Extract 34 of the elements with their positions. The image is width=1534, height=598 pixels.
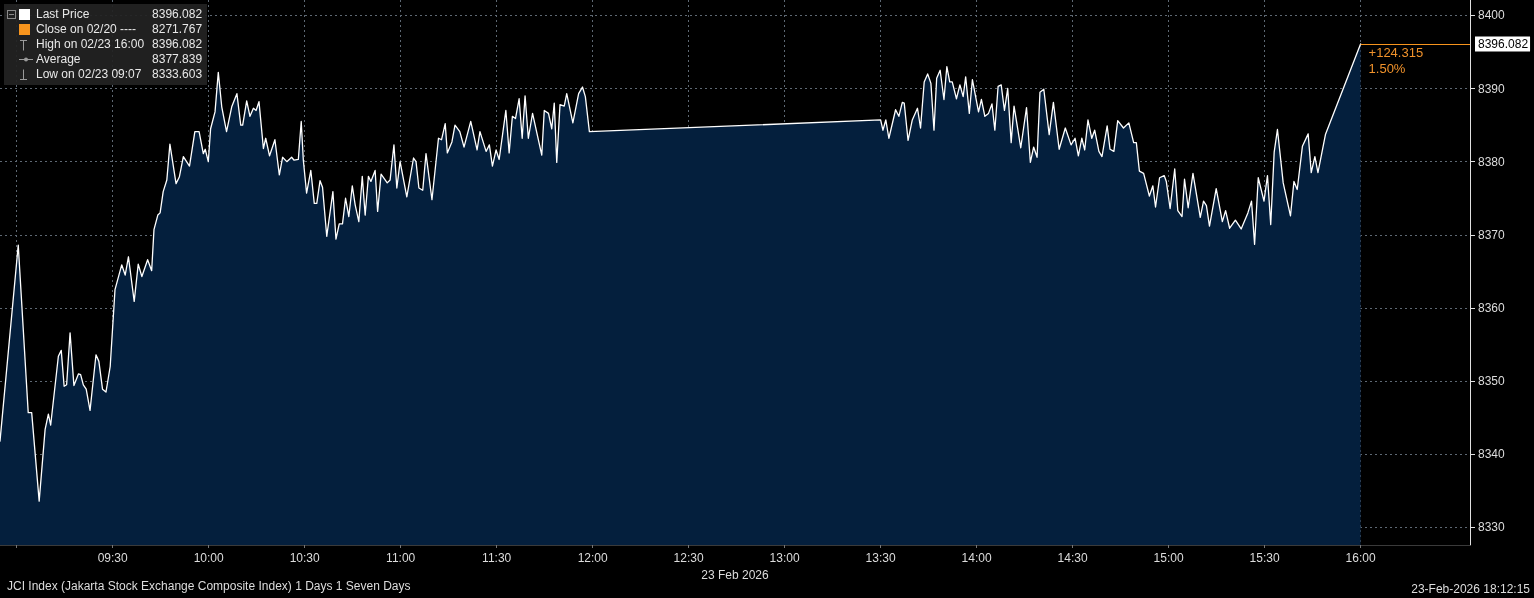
x-tick-label: 15:00 — [1153, 551, 1184, 565]
x-tick-label: 13:00 — [769, 551, 800, 565]
text: JCI Index (Jakarta Stock Exchange Composite Index) 1 Days 1 Seven Days — [7, 579, 411, 593]
text: 23-Feb-2026 18:12:15 — [1411, 582, 1531, 596]
text: Average 8377.839 — [36, 52, 203, 66]
y-tick-label: 8370 — [1478, 227, 1506, 242]
x-tick-label: 15:30 — [1249, 551, 1280, 565]
x-tick-label: 09:30 — [97, 551, 129, 565]
x-tick-label: 10:30 — [289, 551, 321, 565]
x-tick-label: 10:00 — [193, 551, 225, 565]
y-tick-label: 8400 — [1478, 8, 1506, 23]
y-tick-label: 8360 — [1478, 300, 1506, 315]
x-tick-label: 14:30 — [1057, 551, 1088, 565]
annotation: +124.315 — [1368, 44, 1424, 60]
annotation: Low on 02/23 09:07 8333.603 — [36, 67, 203, 82]
legend-label: Last Price — [36, 7, 91, 22]
annotation: High on 02/23 16:00 8396.082 — [36, 37, 203, 52]
annotation: 1.50% — [1368, 60, 1406, 76]
x-axis-title: 23 Feb 2026 — [701, 567, 770, 582]
annotation: 8396.082 — [152, 7, 203, 22]
x-tick-label: 14:00 — [961, 551, 992, 565]
y-tick-label: 8330 — [1478, 520, 1506, 535]
ref-line-label: 8396.082 — [1478, 37, 1529, 52]
x-tick-label: 16:00 — [1345, 551, 1376, 565]
y-tick-label: 8390 — [1478, 81, 1506, 96]
text: Close on 02/20 ---- 8271.767 — [36, 22, 203, 36]
y-tick-label: 8380 — [1478, 154, 1506, 169]
x-tick-label: 11:30 — [482, 551, 512, 565]
x-tick-label: 12:30 — [673, 551, 704, 565]
y-tick-label: 8340 — [1478, 447, 1506, 462]
y-tick-label: 8350 — [1478, 374, 1506, 389]
x-tick-label: 13:30 — [865, 551, 896, 565]
x-tick-label: 12:00 — [577, 551, 608, 565]
x-tick-label: 11:00 — [386, 551, 416, 565]
